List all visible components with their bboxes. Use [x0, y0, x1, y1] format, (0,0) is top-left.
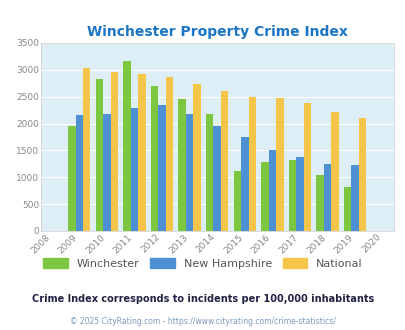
Bar — [358, 117, 365, 231]
Bar — [138, 74, 145, 231]
Bar — [248, 97, 255, 231]
Bar — [343, 187, 351, 231]
Bar — [151, 86, 158, 231]
Bar — [275, 98, 283, 231]
Title: Winchester Property Crime Index: Winchester Property Crime Index — [87, 25, 347, 39]
Bar — [288, 159, 296, 231]
Text: © 2025 CityRating.com - https://www.cityrating.com/crime-statistics/: © 2025 CityRating.com - https://www.city… — [70, 317, 335, 326]
Bar — [205, 115, 213, 231]
Bar — [110, 72, 118, 231]
Bar — [330, 112, 338, 231]
Bar — [178, 99, 185, 231]
Bar — [315, 175, 323, 231]
Bar — [185, 115, 193, 231]
Text: Crime Index corresponds to incidents per 100,000 inhabitants: Crime Index corresponds to incidents per… — [32, 294, 373, 304]
Bar — [213, 126, 220, 231]
Bar — [268, 150, 275, 231]
Bar — [303, 103, 310, 231]
Bar — [158, 105, 165, 231]
Bar — [241, 137, 248, 231]
Bar — [193, 84, 200, 231]
Bar — [83, 68, 90, 231]
Bar — [103, 115, 110, 231]
Bar — [260, 162, 268, 231]
Bar — [296, 157, 303, 231]
Bar — [68, 126, 75, 231]
Bar — [233, 171, 241, 231]
Bar — [130, 109, 138, 231]
Bar — [323, 164, 330, 231]
Bar — [165, 77, 173, 231]
Bar — [220, 91, 228, 231]
Bar — [96, 79, 103, 231]
Bar — [123, 61, 130, 231]
Legend: Winchester, New Hampshire, National: Winchester, New Hampshire, National — [38, 254, 367, 273]
Bar — [75, 115, 83, 231]
Bar — [351, 165, 358, 231]
